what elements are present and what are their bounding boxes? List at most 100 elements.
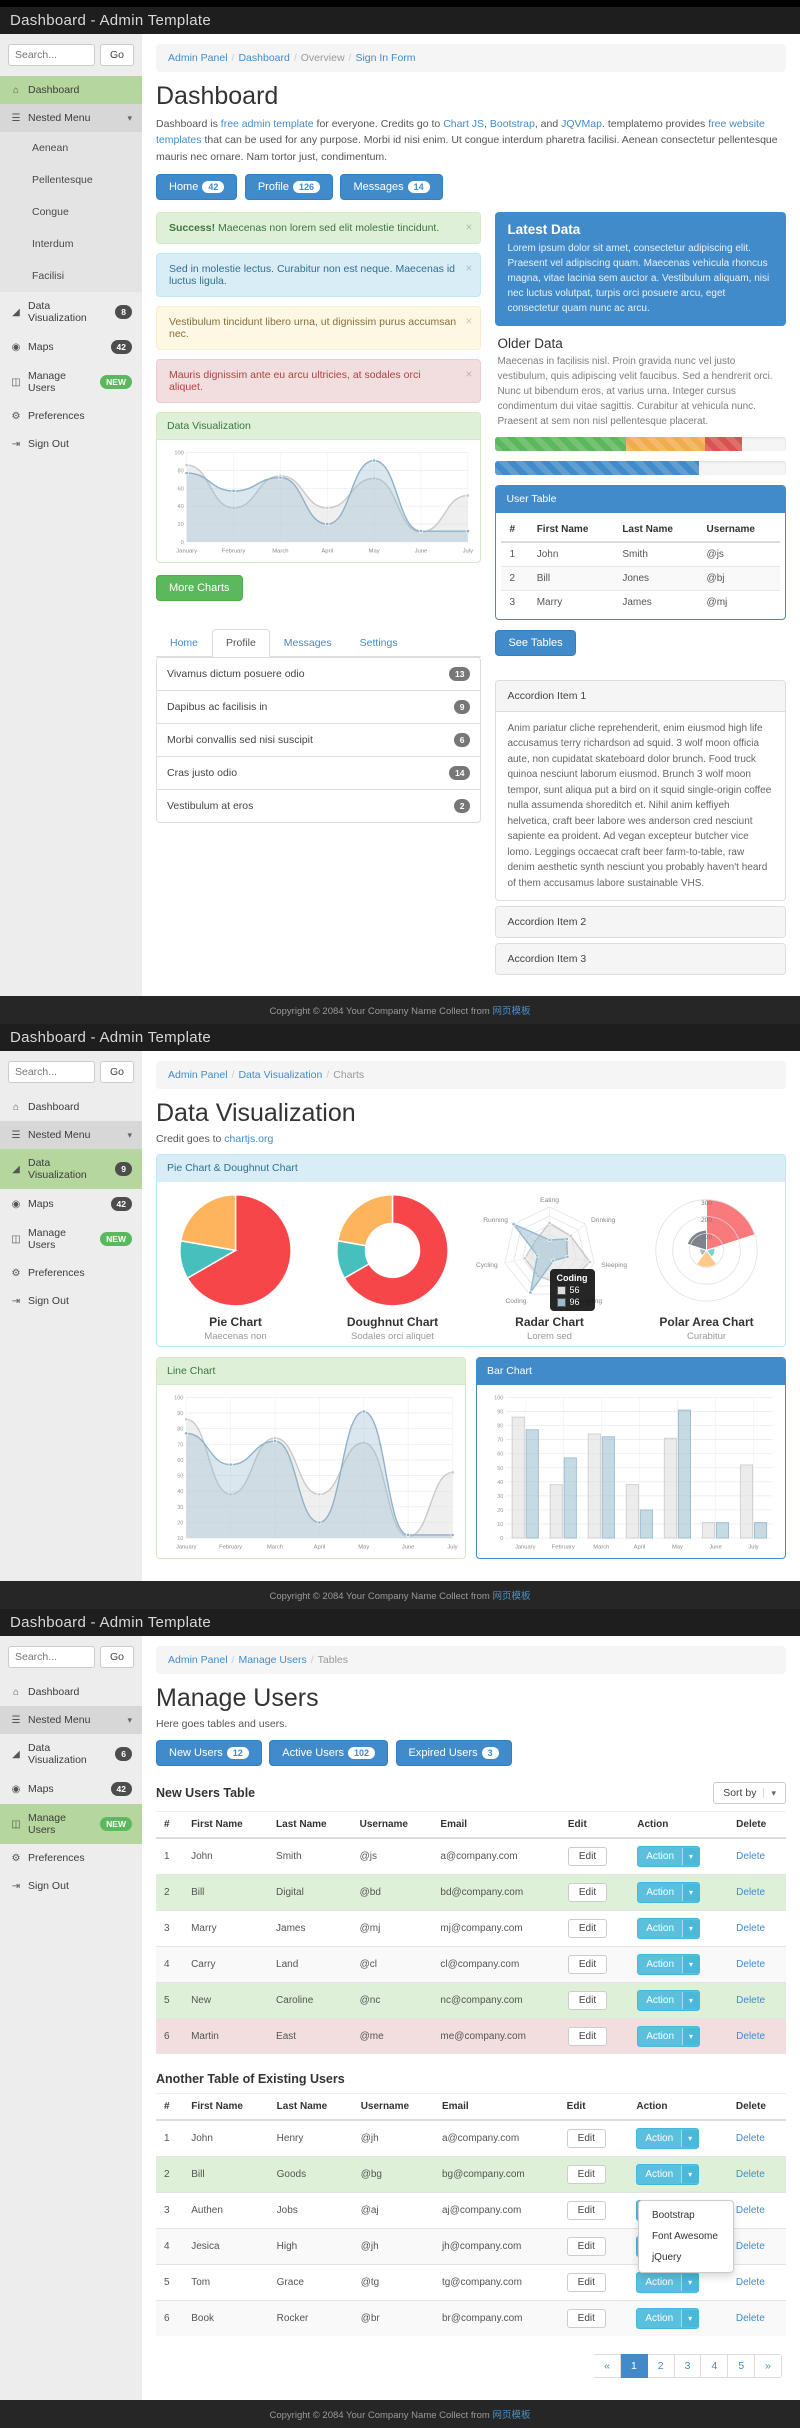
- dropdown-menu-item[interactable]: Font Awesome: [651, 2231, 718, 2243]
- breadcrumb-item[interactable]: Data Visualization: [238, 1069, 323, 1082]
- sidebar-item-sign-out[interactable]: ⇥ Sign Out: [0, 430, 142, 458]
- footer-link[interactable]: 网页模板: [492, 1006, 531, 1018]
- page-button[interactable]: 3: [674, 2354, 702, 2379]
- sidebar-item-nested-menu[interactable]: ☰ Nested Menu ▾: [0, 1121, 142, 1150]
- action-dropdown-button[interactable]: Action ▾: [636, 2128, 700, 2150]
- search-input[interactable]: [8, 44, 95, 66]
- edit-button[interactable]: Edit: [567, 1991, 608, 2011]
- sidebar-item-nested-menu[interactable]: ☰ Nested Menu ▾: [0, 104, 142, 132]
- sidebar-item-dashboard[interactable]: ⌂ Dashboard: [0, 1093, 142, 1121]
- dropdown-menu-item[interactable]: jQuery: [651, 2252, 682, 2264]
- page-button[interactable]: 2: [647, 2354, 675, 2379]
- breadcrumb-item[interactable]: Admin Panel: [168, 1069, 228, 1082]
- search-go-button[interactable]: Go: [99, 44, 134, 66]
- search-go-button[interactable]: Go: [99, 1646, 134, 1669]
- sidebar-item-dashboard[interactable]: ⌂ Dashboard: [0, 1678, 142, 1706]
- action-dropdown-button[interactable]: Action ▾: [636, 2164, 700, 2186]
- action-dropdown-button[interactable]: Action ▾: [637, 1846, 701, 1868]
- action-dropdown-button[interactable]: Action ▾: [637, 1990, 701, 2012]
- accordion-header[interactable]: Accordion Item 2: [496, 907, 785, 938]
- breadcrumb-item[interactable]: Admin Panel: [168, 1654, 228, 1667]
- sidebar-item-maps[interactable]: ◉ Maps 42: [0, 1774, 142, 1804]
- tab[interactable]: Profile: [212, 628, 270, 657]
- sidebar-item-manage-users[interactable]: ◫ Manage Users NEW: [0, 362, 142, 402]
- stat-button[interactable]: Profile 126: [244, 173, 334, 200]
- list-item[interactable]: Vivamus dictum posuere odio 13: [157, 656, 481, 690]
- breadcrumb-item[interactable]: Charts: [333, 1069, 365, 1082]
- search-go-button[interactable]: Go: [99, 1061, 134, 1084]
- sidebar-subitem-pellentesque[interactable]: Pellentesque: [0, 164, 142, 196]
- sidebar-subitem-aenean[interactable]: Aenean: [0, 132, 142, 164]
- sidebar-item-maps[interactable]: ◉ Maps 42: [0, 332, 142, 362]
- list-item[interactable]: Dapibus ac facilisis in 9: [157, 689, 481, 723]
- page-button[interactable]: «: [594, 2354, 621, 2379]
- sidebar-item-data-visualization[interactable]: ◢ Data Visualization 6: [0, 1734, 142, 1774]
- tab[interactable]: Settings: [359, 636, 398, 649]
- delete-link[interactable]: Delete: [735, 2133, 765, 2145]
- sidebar-item-manage-users[interactable]: ◫ Manage Users NEW: [0, 1219, 142, 1259]
- sidebar-item-preferences[interactable]: ⚙ Preferences: [0, 1259, 142, 1287]
- delete-link[interactable]: Delete: [736, 1995, 766, 2007]
- list-item[interactable]: Cras justo odio 14: [157, 755, 481, 789]
- sidebar-item-manage-users[interactable]: ◫ Manage Users NEW: [0, 1804, 142, 1845]
- delete-link[interactable]: Delete: [736, 1851, 766, 1863]
- delete-link[interactable]: Delete: [735, 2169, 765, 2181]
- edit-button[interactable]: Edit: [566, 2129, 606, 2149]
- accordion-header[interactable]: Accordion Item 3: [496, 944, 785, 975]
- sidebar-subitem-facilisi[interactable]: Facilisi: [0, 260, 142, 292]
- edit-button[interactable]: Edit: [567, 1955, 608, 1975]
- filter-button[interactable]: Expired Users 3: [395, 1740, 512, 1767]
- list-item[interactable]: Morbi convallis sed nisi suscipit 6: [157, 722, 481, 756]
- breadcrumb-item[interactable]: Admin Panel: [168, 52, 228, 64]
- page-button[interactable]: 4: [701, 2354, 729, 2379]
- close-icon[interactable]: ×: [465, 260, 473, 275]
- delete-link[interactable]: Delete: [735, 2205, 765, 2217]
- sidebar-item-dashboard[interactable]: ⌂ Dashboard: [0, 76, 142, 104]
- action-dropdown-button[interactable]: Action ▾: [636, 2272, 700, 2294]
- sidebar-subitem-interdum[interactable]: Interdum: [0, 228, 142, 260]
- edit-button[interactable]: Edit: [566, 2165, 606, 2185]
- see-tables-button[interactable]: See Tables: [495, 629, 576, 656]
- action-dropdown-button[interactable]: Action ▾: [637, 1954, 701, 1976]
- sort-by-dropdown[interactable]: Sort by ▾: [713, 1782, 786, 1805]
- sidebar-item-maps[interactable]: ◉ Maps 42: [0, 1189, 142, 1219]
- page-button[interactable]: 5: [728, 2354, 756, 2379]
- breadcrumb-item[interactable]: Sign In Form: [355, 52, 416, 64]
- edit-button[interactable]: Edit: [566, 2273, 606, 2293]
- breadcrumb-item[interactable]: Tables: [317, 1654, 349, 1667]
- sidebar-item-preferences[interactable]: ⚙ Preferences: [0, 1844, 142, 1872]
- edit-button[interactable]: Edit: [567, 1883, 608, 1903]
- action-dropdown-button[interactable]: Action ▾: [637, 1882, 701, 1904]
- sidebar-item-data-visualization[interactable]: ◢ Data Visualization 9: [0, 1149, 142, 1190]
- sidebar-item-data-visualization[interactable]: ◢ Data Visualization 8: [0, 292, 142, 332]
- action-dropdown-button[interactable]: Action ▾: [636, 2308, 700, 2330]
- delete-link[interactable]: Delete: [735, 2277, 765, 2289]
- tab[interactable]: Home: [170, 636, 199, 649]
- breadcrumb-item[interactable]: Manage Users: [238, 1654, 307, 1667]
- dropdown-menu-item[interactable]: Bootstrap: [651, 2210, 695, 2222]
- delete-link[interactable]: Delete: [735, 2241, 765, 2253]
- accordion-header[interactable]: Accordion Item 1: [496, 680, 785, 711]
- edit-button[interactable]: Edit: [567, 1847, 608, 1867]
- delete-link[interactable]: Delete: [735, 2313, 765, 2325]
- delete-link[interactable]: Delete: [736, 1887, 766, 1899]
- edit-button[interactable]: Edit: [566, 2201, 606, 2221]
- edit-button[interactable]: Edit: [567, 1919, 608, 1939]
- search-input[interactable]: [8, 1646, 95, 1669]
- close-icon[interactable]: ×: [465, 219, 473, 234]
- sidebar-item-sign-out[interactable]: ⇥ Sign Out: [0, 1287, 142, 1315]
- breadcrumb-item[interactable]: Dashboard: [238, 52, 290, 64]
- footer-link[interactable]: 网页模板: [492, 1591, 531, 1603]
- edit-button[interactable]: Edit: [566, 2309, 606, 2329]
- sidebar-item-preferences[interactable]: ⚙ Preferences: [0, 402, 142, 430]
- page-button[interactable]: »: [755, 2354, 782, 2379]
- delete-link[interactable]: Delete: [736, 1959, 766, 1971]
- stat-button[interactable]: Home 42: [156, 173, 238, 200]
- page-button[interactable]: 1: [620, 2354, 648, 2379]
- stat-button[interactable]: Messages 14: [340, 173, 443, 200]
- action-dropdown-button[interactable]: Action ▾: [637, 2026, 701, 2048]
- breadcrumb-item[interactable]: Overview: [300, 52, 345, 64]
- delete-link[interactable]: Delete: [736, 2031, 766, 2043]
- action-dropdown-button[interactable]: Action ▾: [637, 1918, 701, 1940]
- more-charts-button[interactable]: More Charts: [156, 574, 243, 601]
